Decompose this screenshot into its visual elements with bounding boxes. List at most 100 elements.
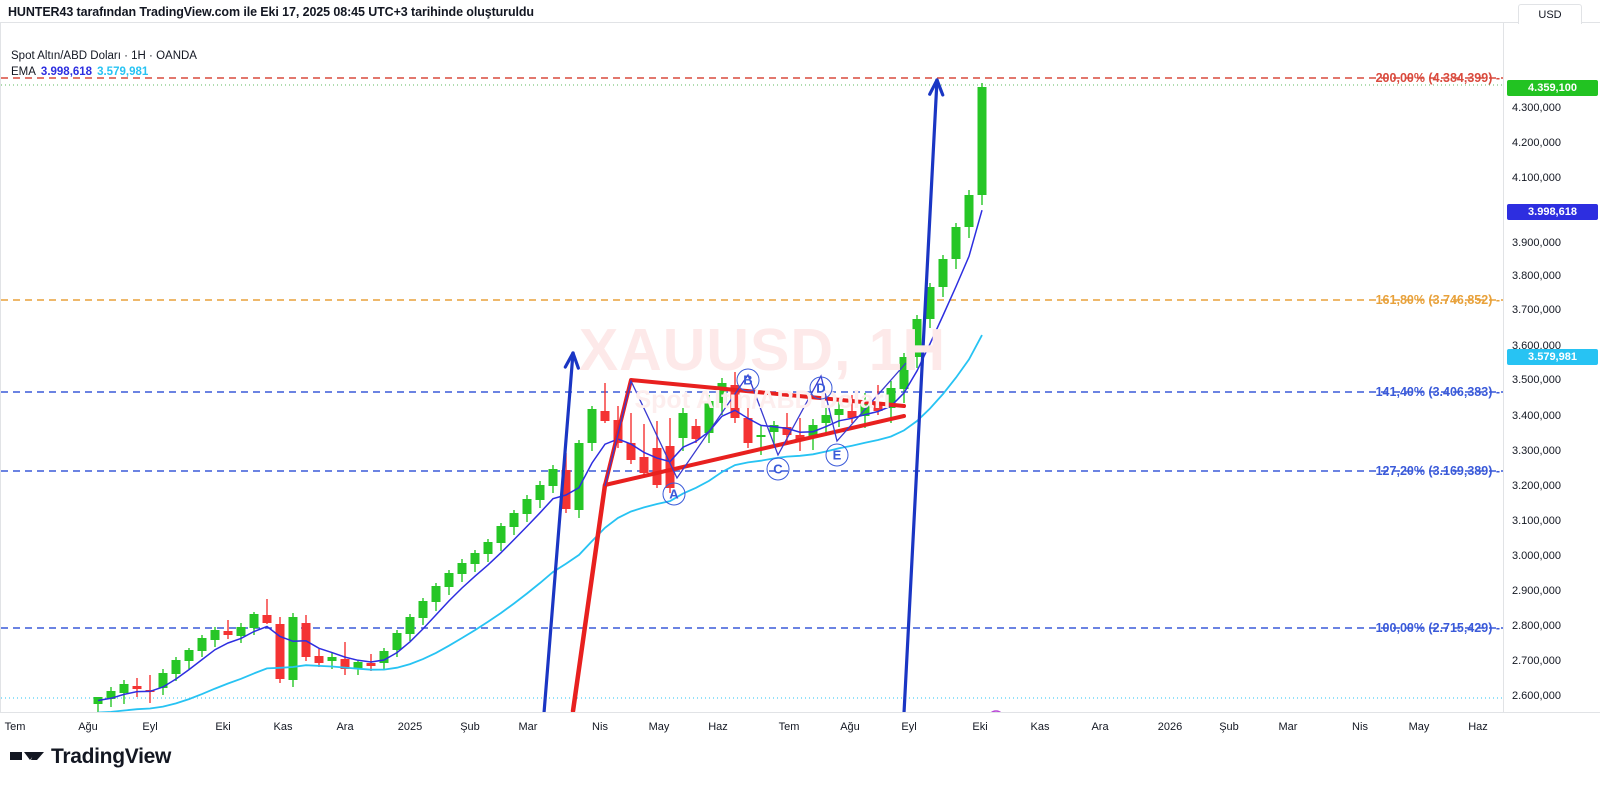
candle-body	[730, 385, 740, 418]
price-tick: 3.000,000	[1512, 550, 1561, 562]
candle-body	[132, 686, 142, 689]
time-tick: Tem	[4, 721, 26, 733]
candle-body	[574, 443, 584, 510]
wave-label-d[interactable]: D	[809, 376, 833, 400]
candle-body	[626, 443, 636, 460]
bullish-arrow-right	[902, 78, 945, 713]
wave-label-c[interactable]: C	[766, 457, 790, 481]
fib-1272-label: 127,20% (3.169,389) -	[1375, 464, 1500, 478]
tradingview-footer: TradingView	[10, 745, 171, 769]
candle-body	[275, 624, 285, 679]
candle-body	[886, 388, 896, 408]
candle-body	[639, 457, 649, 473]
time-tick: Şub	[460, 721, 480, 733]
candle-body	[665, 446, 675, 488]
last-price-badge[interactable]: 4.359,100	[1507, 80, 1598, 96]
candle-body	[938, 259, 948, 287]
candle-body	[873, 403, 883, 411]
bullish-arrow-left	[542, 351, 580, 713]
time-tick: May	[1408, 721, 1430, 733]
tradingview-logo-icon	[10, 752, 44, 760]
candle-body	[821, 415, 831, 423]
price-tick: 3.900,000	[1512, 237, 1561, 249]
chart-canvas	[1, 77, 1504, 713]
attribution-text: HUNTER43 tarafından TradingView.com ile …	[8, 5, 534, 19]
time-tick: Kas	[1030, 721, 1050, 733]
candle-body	[600, 411, 610, 421]
wave-label-b[interactable]: B	[736, 368, 760, 392]
candle-body	[691, 426, 701, 439]
time-tick: Eki	[972, 721, 988, 733]
candle-body	[522, 499, 532, 514]
bullish-arrow-left-shaft	[542, 351, 575, 713]
candle-body	[535, 485, 545, 500]
candle-body	[717, 383, 727, 403]
candle-body	[314, 656, 324, 663]
candle-body	[158, 673, 168, 688]
time-tick: Ara	[1091, 721, 1109, 733]
candlestick-series	[93, 83, 987, 712]
candle-body	[106, 691, 116, 699]
price-tick: 2.600,000	[1512, 690, 1561, 702]
time-tick: 2026	[1157, 721, 1183, 733]
candle-body	[509, 513, 519, 527]
chart-pane[interactable]: XAUUSD, 1H Spot Altın/ABD Doları Spot Al…	[0, 22, 1504, 713]
candle-body	[197, 638, 207, 651]
candle-body	[327, 657, 337, 661]
candle-body	[444, 573, 454, 587]
ema-fast-badge[interactable]: 3.998,618	[1507, 204, 1598, 220]
currency-label[interactable]: USD	[1518, 4, 1582, 24]
candle-body	[457, 563, 467, 574]
time-tick: 2025	[397, 721, 423, 733]
bullish-arrow-right-head-a	[935, 78, 945, 97]
time-tick: Tem	[778, 721, 800, 733]
candle-body	[171, 660, 181, 674]
candle-body	[483, 542, 493, 554]
candle-body	[236, 627, 246, 636]
candle-body	[496, 526, 506, 543]
candle-body	[964, 195, 974, 227]
candle-body	[912, 319, 922, 357]
candle-body	[561, 470, 571, 509]
candle-body	[210, 630, 220, 640]
fib-100-label: 100,00% (2.715,429) -	[1375, 621, 1500, 635]
candle-body	[301, 623, 311, 657]
candle-body	[418, 601, 428, 618]
candle-body	[951, 227, 961, 259]
bullish-arrow-left-head-a	[571, 351, 580, 370]
bullish-arrow-right-head-b	[928, 78, 939, 96]
triangle-lower-trendline	[603, 414, 906, 487]
time-tick: Eyl	[142, 721, 158, 733]
ema-fast-line	[97, 209, 983, 702]
candle-body	[392, 633, 402, 650]
legend-indicator-line: EMA 3.998,618 3.579,981	[11, 65, 197, 81]
chart-plot-area[interactable]	[1, 23, 1504, 713]
legend-ema-slow-value: 3.579,981	[97, 65, 149, 78]
price-tick: 4.300,000	[1512, 102, 1561, 114]
time-scale[interactable]: Tem Ağu Eyl Eki Kas Ara 2025 Şub Mar Nis May Haz Tem…	[0, 712, 1600, 741]
time-tick: Eyl	[901, 721, 917, 733]
candle-body	[704, 401, 714, 433]
price-tick: 3.700,000	[1512, 304, 1561, 316]
wave-label-e[interactable]: E	[825, 443, 849, 467]
price-tick: 3.500,000	[1512, 374, 1561, 386]
impulse-leg-line	[570, 482, 608, 713]
chart-legend: Spot Altın/ABD Doları · 1H · OANDA EMA 3.…	[11, 49, 197, 80]
candle-body	[119, 684, 129, 693]
triangle-upper-trendline	[603, 378, 906, 487]
ema-slow-badge[interactable]: 3.579,981	[1507, 349, 1598, 365]
price-tick: 3.100,000	[1512, 515, 1561, 527]
candle-body	[379, 651, 389, 663]
candle-body	[184, 650, 194, 661]
candle-body	[431, 586, 441, 602]
price-scale[interactable]: USD 4.300,000 4.200,000 4.100,000 3.900,000…	[1503, 4, 1600, 737]
time-tick: Şub	[1219, 721, 1239, 733]
price-tick: 3.300,000	[1512, 445, 1561, 457]
candle-body	[288, 617, 298, 680]
candle-body	[249, 614, 259, 628]
time-tick: Mar	[518, 721, 538, 733]
wave-label-a[interactable]: A	[662, 482, 686, 506]
time-tick: Eki	[215, 721, 231, 733]
price-tick: 2.900,000	[1512, 585, 1561, 597]
tradingview-wordmark: TradingView	[51, 745, 172, 768]
